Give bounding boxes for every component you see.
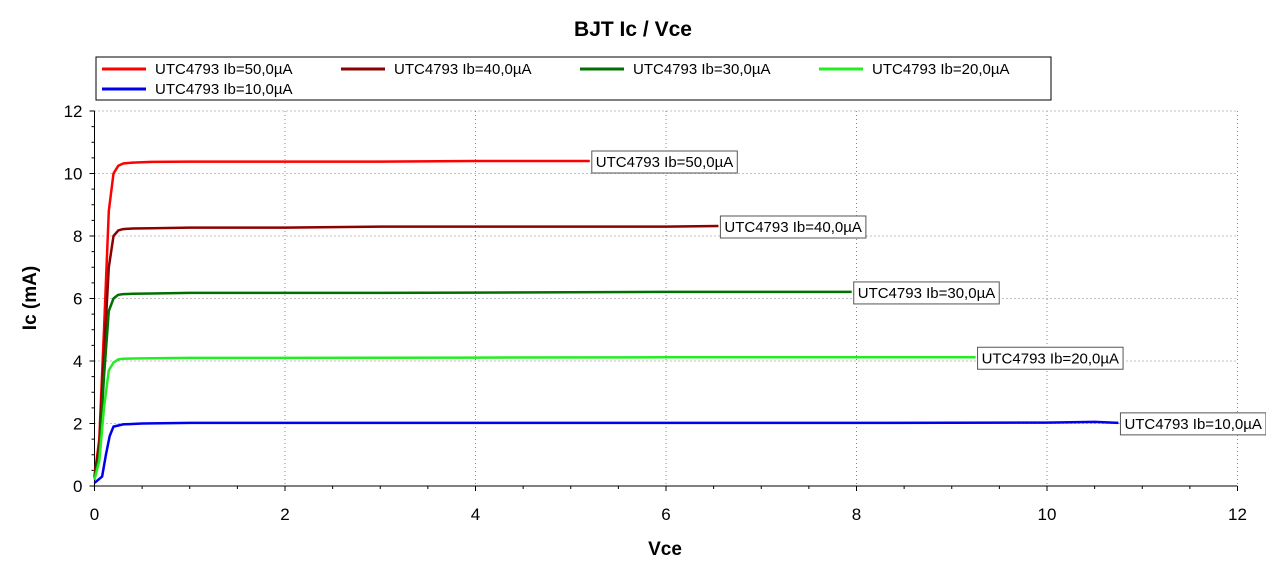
series-end-label: UTC4793 Ib=50,0µA [596,154,733,171]
x-tick-label: 12 [1228,505,1247,524]
legend-label: UTC4793 Ib=40,0µA [394,61,531,78]
series-end-label: UTC4793 Ib=40,0µA [724,219,861,236]
series-end-label: UTC4793 Ib=20,0µA [982,350,1119,367]
x-tick-label: 6 [661,505,670,524]
legend-label: UTC4793 Ib=50,0µA [155,61,292,78]
legend-label: UTC4793 Ib=20,0µA [872,61,1009,78]
legend-label: UTC4793 Ib=30,0µA [633,61,770,78]
y-axis-label: Ic (mA) [20,266,41,330]
y-tick-label: 2 [73,415,82,434]
y-tick-label: 0 [73,477,82,496]
legend-label: UTC4793 Ib=10,0µA [155,81,292,98]
y-tick-label: 6 [73,290,82,309]
y-tick-label: 4 [73,352,82,371]
y-tick-label: 10 [64,165,83,184]
series-end-label: UTC4793 Ib=30,0µA [858,285,995,302]
x-tick-label: 4 [471,505,480,524]
x-tick-label: 0 [90,505,99,524]
chart-title: BJT Ic / Vce [574,18,692,41]
series-end-label: UTC4793 Ib=10,0µA [1124,416,1261,433]
x-tick-label: 10 [1038,505,1057,524]
x-tick-label: 2 [280,505,289,524]
x-tick-label: 8 [852,505,861,524]
y-tick-label: 12 [64,102,83,121]
x-axis-label: Vce [648,539,682,560]
y-tick-label: 8 [73,227,82,246]
